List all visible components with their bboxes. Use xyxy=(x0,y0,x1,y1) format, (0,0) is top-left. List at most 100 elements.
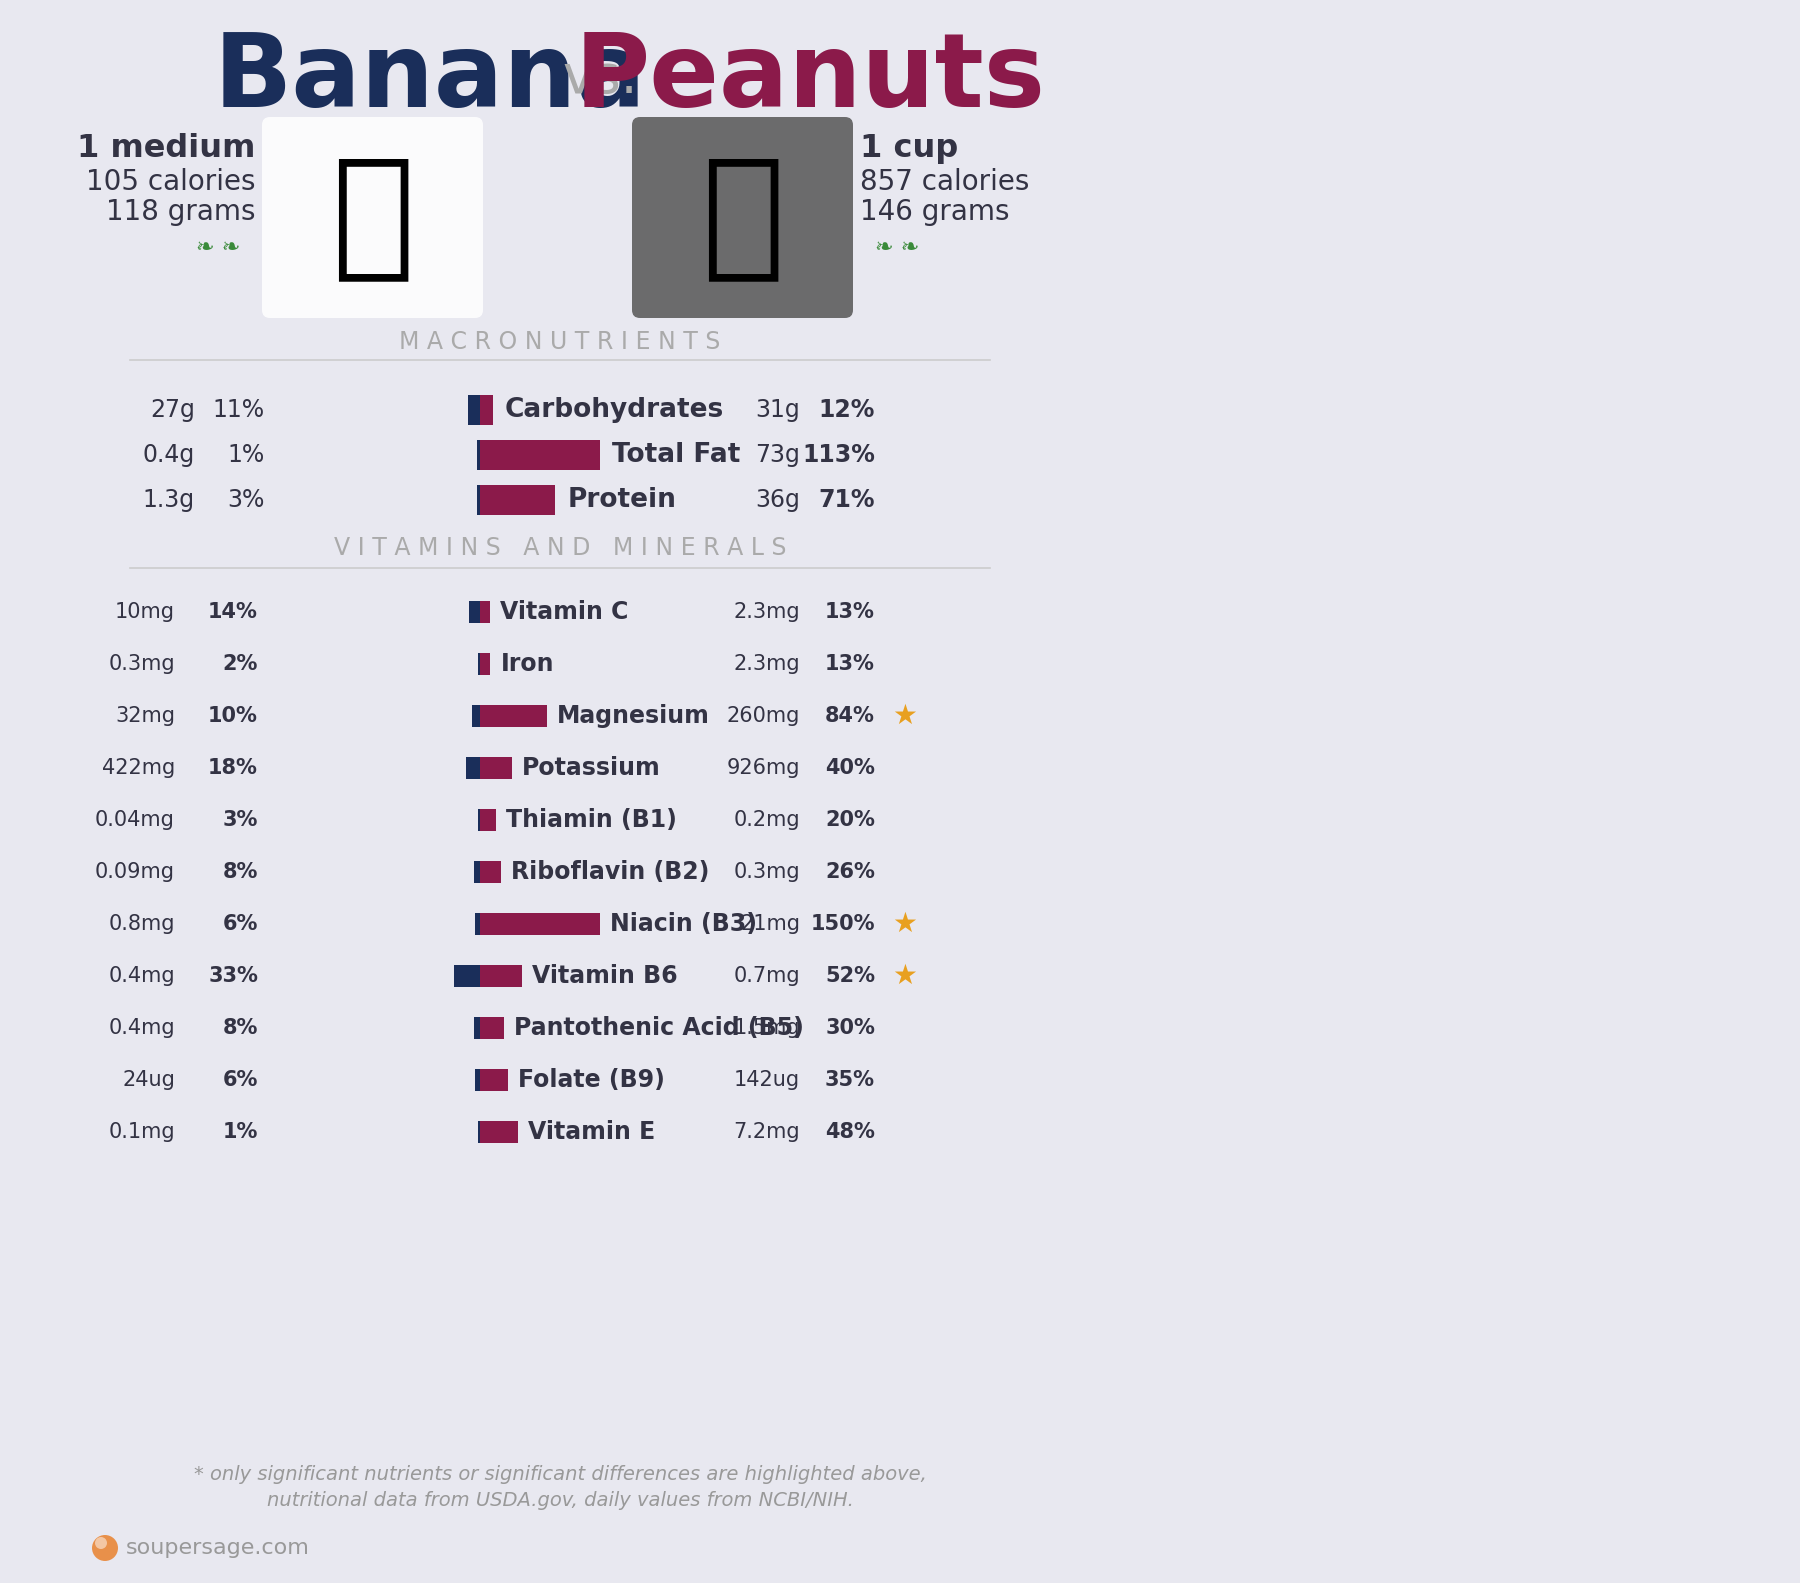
Text: Carbohydrates: Carbohydrates xyxy=(504,397,724,423)
Text: 84%: 84% xyxy=(824,706,875,727)
Bar xyxy=(472,704,481,727)
Text: 13%: 13% xyxy=(824,602,875,622)
Text: 857 calories: 857 calories xyxy=(860,168,1030,196)
Text: 0.7mg: 0.7mg xyxy=(733,966,799,986)
Text: 0.4mg: 0.4mg xyxy=(108,966,175,986)
Circle shape xyxy=(95,1537,106,1550)
Bar xyxy=(481,704,547,727)
Bar xyxy=(481,484,556,514)
Text: Thiamin (B1): Thiamin (B1) xyxy=(506,807,677,833)
Text: 73g: 73g xyxy=(756,443,799,467)
Bar xyxy=(481,1069,508,1091)
Text: 1%: 1% xyxy=(223,1122,257,1141)
Text: 118 grams: 118 grams xyxy=(106,198,256,226)
Text: Riboflavin (B2): Riboflavin (B2) xyxy=(511,860,709,883)
Text: 0.4g: 0.4g xyxy=(142,443,194,467)
Text: ★: ★ xyxy=(893,701,916,730)
Text: 8%: 8% xyxy=(223,1018,257,1038)
Text: 1.3g: 1.3g xyxy=(142,488,194,511)
Text: 146 grams: 146 grams xyxy=(860,198,1010,226)
Text: 11%: 11% xyxy=(212,397,265,423)
Text: 150%: 150% xyxy=(810,913,875,934)
Text: * only significant nutrients or significant differences are highlighted above,: * only significant nutrients or signific… xyxy=(194,1466,927,1485)
Text: 35%: 35% xyxy=(824,1070,875,1091)
Text: 1 cup: 1 cup xyxy=(860,133,958,163)
Text: 30%: 30% xyxy=(824,1018,875,1038)
Bar xyxy=(481,861,500,883)
Text: Peanuts: Peanuts xyxy=(574,27,1046,128)
Text: ❧ ❧: ❧ ❧ xyxy=(875,237,920,258)
Text: soupersage.com: soupersage.com xyxy=(126,1539,310,1558)
Bar xyxy=(468,602,481,624)
Bar xyxy=(477,654,481,674)
Text: Total Fat: Total Fat xyxy=(612,442,740,469)
Text: 🍌: 🍌 xyxy=(331,150,414,285)
Bar xyxy=(481,913,599,936)
Text: 0.3mg: 0.3mg xyxy=(733,863,799,882)
Bar xyxy=(473,861,481,883)
FancyBboxPatch shape xyxy=(263,117,482,318)
Text: 6%: 6% xyxy=(223,1070,257,1091)
Text: 33%: 33% xyxy=(209,966,257,986)
Text: 71%: 71% xyxy=(819,488,875,511)
Text: 105 calories: 105 calories xyxy=(86,168,256,196)
Bar xyxy=(477,1121,481,1143)
Text: ★: ★ xyxy=(893,910,916,939)
Text: 13%: 13% xyxy=(824,654,875,674)
Text: 2%: 2% xyxy=(223,654,257,674)
Text: 14%: 14% xyxy=(209,602,257,622)
Text: Potassium: Potassium xyxy=(522,757,661,780)
Text: 12%: 12% xyxy=(819,397,875,423)
Text: 1.5mg: 1.5mg xyxy=(733,1018,799,1038)
Text: 52%: 52% xyxy=(824,966,875,986)
Text: 31g: 31g xyxy=(756,397,799,423)
Text: ★: ★ xyxy=(893,962,916,989)
Text: 10%: 10% xyxy=(209,706,257,727)
Text: 8%: 8% xyxy=(223,863,257,882)
Bar xyxy=(477,809,481,831)
Text: 26%: 26% xyxy=(824,863,875,882)
Text: Pantothenic Acid (B5): Pantothenic Acid (B5) xyxy=(515,1016,805,1040)
Text: 32mg: 32mg xyxy=(115,706,175,727)
Text: 0.09mg: 0.09mg xyxy=(95,863,175,882)
Bar xyxy=(475,1069,481,1091)
Text: 10mg: 10mg xyxy=(115,602,175,622)
Bar xyxy=(473,1016,481,1038)
Text: 0.8mg: 0.8mg xyxy=(108,913,175,934)
Text: Niacin (B3): Niacin (B3) xyxy=(610,912,758,936)
Text: nutritional data from USDA.gov, daily values from NCBI/NIH.: nutritional data from USDA.gov, daily va… xyxy=(266,1491,853,1510)
Text: 0.04mg: 0.04mg xyxy=(95,810,175,829)
Bar xyxy=(477,440,481,470)
Text: 21mg: 21mg xyxy=(740,913,799,934)
Bar xyxy=(477,484,481,514)
Text: 0.4mg: 0.4mg xyxy=(108,1018,175,1038)
Bar xyxy=(481,654,490,674)
Text: 36g: 36g xyxy=(756,488,799,511)
Bar xyxy=(481,396,493,424)
Text: 113%: 113% xyxy=(803,443,875,467)
Bar xyxy=(481,757,511,779)
Bar xyxy=(468,396,481,424)
Text: 6%: 6% xyxy=(223,913,257,934)
Text: ❧ ❧: ❧ ❧ xyxy=(196,237,239,258)
Text: 142ug: 142ug xyxy=(734,1070,799,1091)
Text: 48%: 48% xyxy=(824,1122,875,1141)
Text: 24ug: 24ug xyxy=(122,1070,175,1091)
Bar xyxy=(481,1121,518,1143)
Text: 1 medium: 1 medium xyxy=(77,133,256,163)
Text: Vitamin E: Vitamin E xyxy=(529,1121,655,1145)
Text: 18%: 18% xyxy=(209,758,257,777)
FancyBboxPatch shape xyxy=(632,117,853,318)
Bar xyxy=(481,966,522,986)
Bar xyxy=(481,602,490,624)
Text: 422mg: 422mg xyxy=(103,758,175,777)
Text: 0.1mg: 0.1mg xyxy=(108,1122,175,1141)
Text: 🥜: 🥜 xyxy=(702,150,785,285)
Text: Protein: Protein xyxy=(567,488,677,513)
Text: vs.: vs. xyxy=(562,52,637,104)
Text: Magnesium: Magnesium xyxy=(558,704,709,728)
Text: 0.3mg: 0.3mg xyxy=(108,654,175,674)
Text: Iron: Iron xyxy=(500,652,554,676)
Text: Banana: Banana xyxy=(214,27,646,128)
Text: Folate (B9): Folate (B9) xyxy=(518,1069,664,1092)
